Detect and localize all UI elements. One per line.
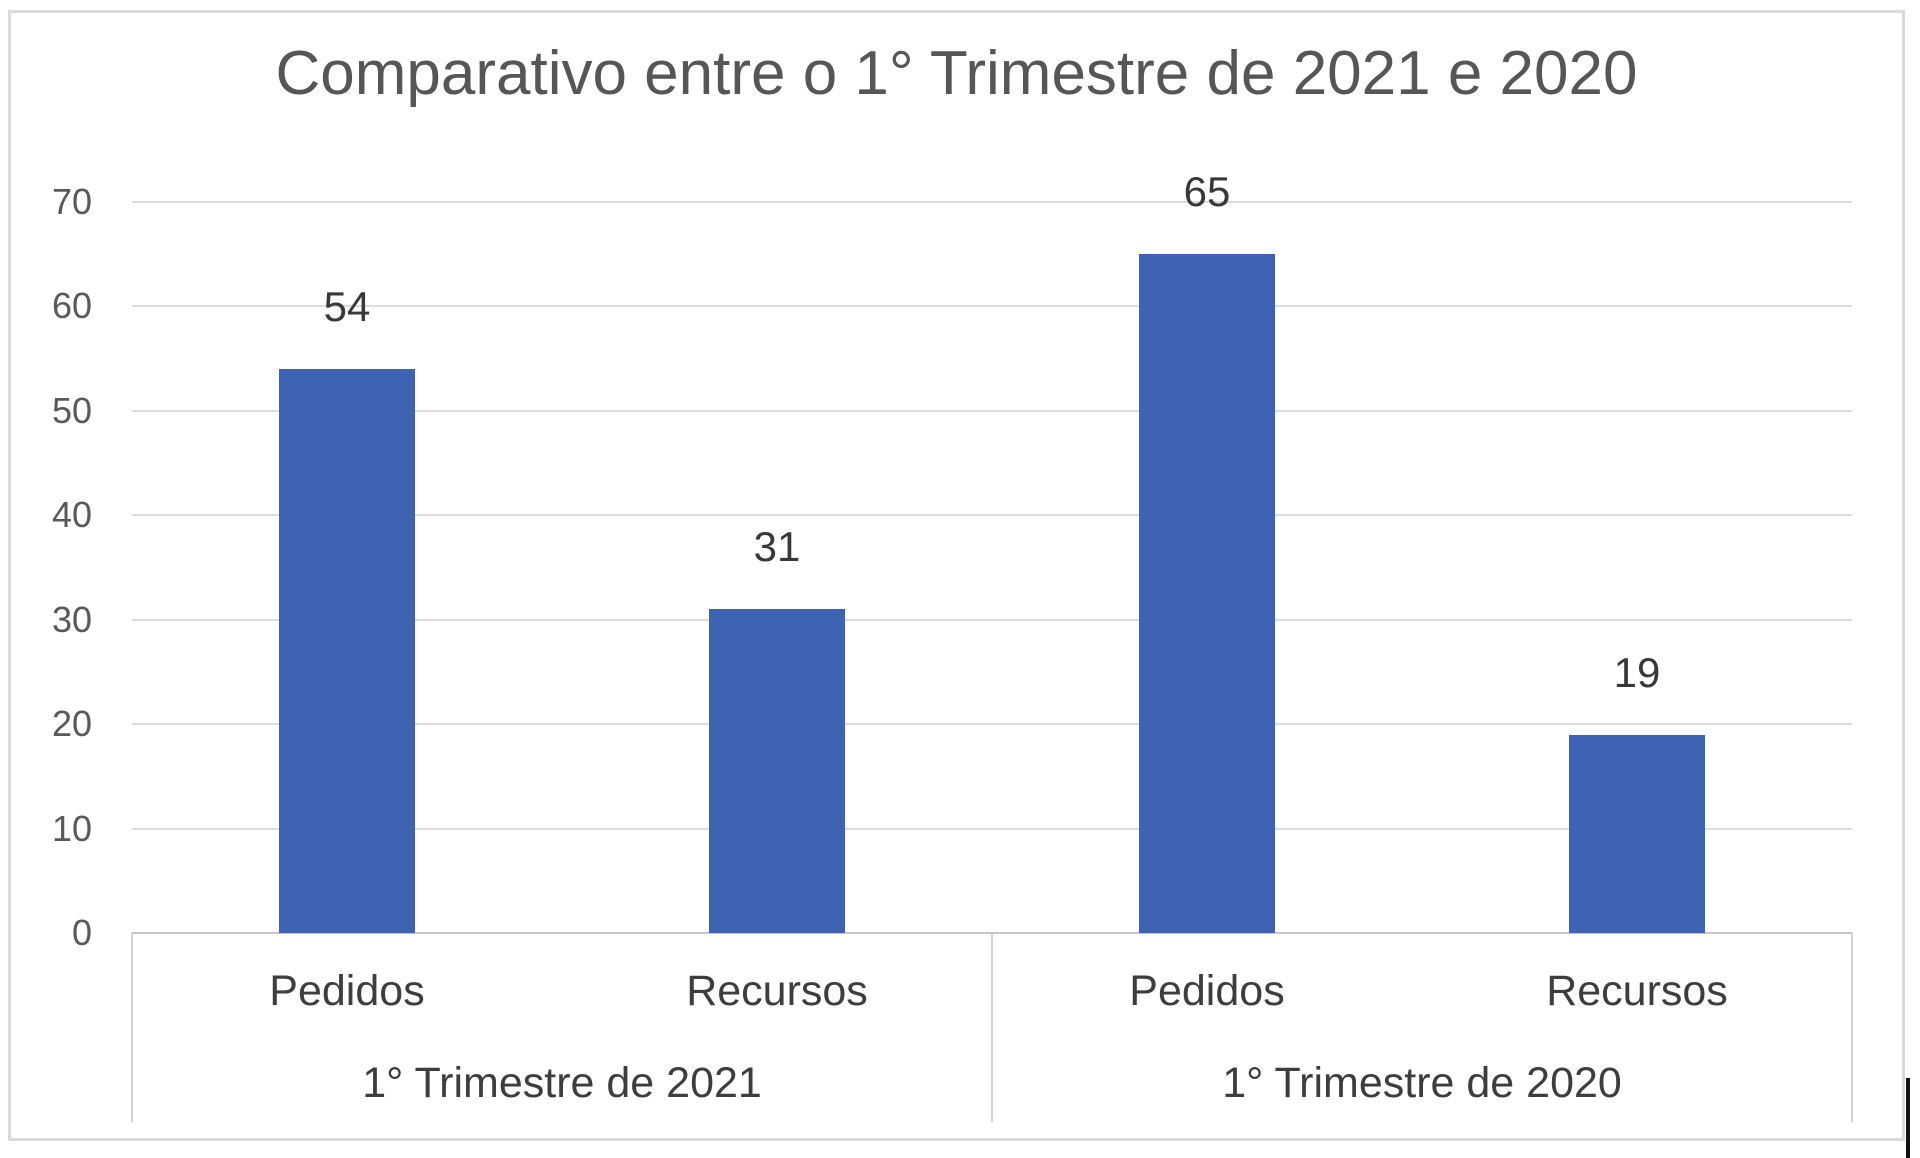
y-tick-label-30: 30	[51, 598, 92, 640]
y-tick-label-70: 70	[51, 181, 92, 222]
bar-value-label: 65	[1183, 168, 1231, 216]
y-tick-label-40: 40	[51, 494, 92, 536]
y-tick-label-0: 0	[71, 912, 92, 953]
category-label: Pedidos	[269, 967, 425, 1015]
gridline-60	[132, 305, 1852, 308]
category-band-divider-1	[991, 933, 993, 1122]
gridline-50	[132, 409, 1852, 412]
bar-pedidos-1	[1139, 254, 1275, 933]
cursor-artifact	[1906, 1078, 1910, 1158]
category-label: Recursos	[686, 967, 868, 1015]
gridline-70	[132, 201, 1852, 203]
y-tick-label-10: 10	[51, 807, 92, 849]
group-label: 1° Trimestre de 2020	[1222, 1059, 1622, 1107]
bar-recursos-1	[1569, 734, 1705, 933]
bar-value-label: 19	[1613, 648, 1661, 696]
bar-recursos-0	[709, 609, 845, 933]
chart-title: Comparativo entre o 1° Trimestre de 2021…	[275, 39, 1638, 108]
category-band-divider-0	[131, 933, 133, 1122]
y-tick-label-20: 20	[51, 703, 92, 745]
category-label: Pedidos	[1129, 967, 1285, 1015]
bar-value-label: 54	[323, 283, 371, 331]
gridline-30	[132, 618, 1852, 621]
y-tick-label-60: 60	[51, 285, 92, 327]
bar-pedidos-0	[279, 369, 415, 933]
gridline-10	[132, 827, 1852, 830]
bar-value-label: 31	[753, 523, 801, 571]
gridline-20	[132, 723, 1852, 726]
gridline-40	[132, 514, 1852, 517]
category-label: Recursos	[1546, 967, 1728, 1015]
group-label: 1° Trimestre de 2021	[362, 1059, 762, 1107]
category-band-divider-2	[1851, 933, 1853, 1122]
y-tick-label-50: 50	[51, 389, 92, 431]
